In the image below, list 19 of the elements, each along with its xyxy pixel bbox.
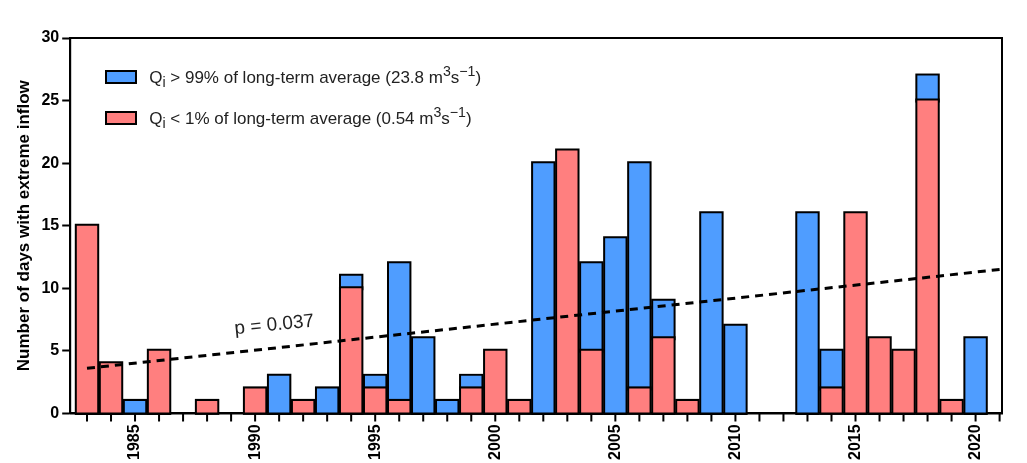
x-tick-label: 1985	[125, 424, 143, 460]
y-tick-label: 10	[41, 278, 60, 296]
y-axis-title: Number of days with extreme inflow	[13, 79, 33, 372]
x-tick-label: 2000	[485, 424, 503, 460]
y-tick-label: 30	[41, 28, 60, 46]
legend-label: Q$_{i}$ > 99% of long-term average (23.8 m$^{3}$s$^{−1}$)	[149, 62, 482, 93]
annotation: p = 0.037	[233, 309, 315, 339]
legend-label: Q$_{i}$ < 1% of long-term average (0.54 m$^{3}$s$^{−1}$)	[149, 103, 472, 134]
x-tick-label: 1995	[365, 424, 383, 460]
y-tick-label: 15	[41, 216, 60, 234]
x-tick-label: 2015	[845, 424, 863, 460]
y-tick-label: 0	[50, 403, 60, 421]
x-tick-label: 2010	[725, 424, 743, 460]
x-tick-label: 1990	[245, 424, 263, 460]
x-tick-label: 2005	[605, 424, 623, 460]
x-tick-label: 2020	[965, 424, 983, 460]
y-tick-label: 5	[50, 341, 60, 359]
y-tick-label: 20	[41, 153, 60, 171]
y-tick-label: 25	[41, 90, 60, 108]
